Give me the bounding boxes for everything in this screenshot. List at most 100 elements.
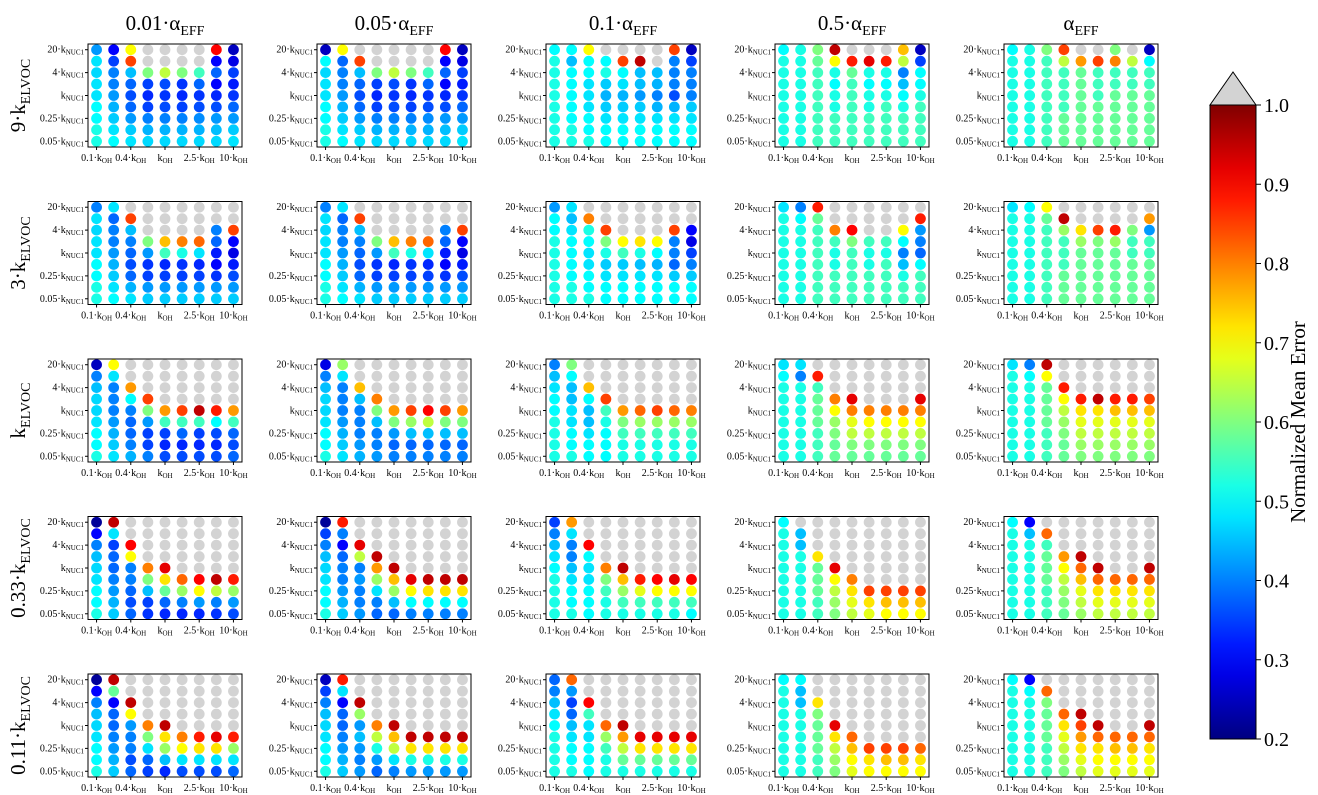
- dot: [337, 281, 349, 293]
- dot: [1041, 516, 1053, 528]
- dot: [142, 270, 154, 282]
- dot: [634, 765, 646, 777]
- dot: [405, 55, 417, 67]
- dot: [125, 585, 137, 597]
- dot: [193, 201, 205, 213]
- dot: [566, 731, 578, 743]
- dot: [829, 281, 841, 293]
- dot: [142, 393, 154, 405]
- dot: [634, 596, 646, 608]
- dot: [897, 370, 909, 382]
- dot: [583, 742, 595, 754]
- dot: [337, 697, 349, 709]
- dot: [566, 124, 578, 136]
- dot: [108, 247, 120, 259]
- y-tick-label: 0.25·kNUC1: [269, 271, 314, 283]
- dot: [354, 562, 366, 574]
- dot: [388, 405, 400, 416]
- dot: [320, 90, 331, 101]
- dot: [1041, 427, 1053, 439]
- dot: [176, 359, 188, 371]
- dot: [668, 539, 680, 551]
- dot: [371, 608, 383, 620]
- dot: [125, 370, 137, 382]
- dot: [320, 596, 331, 608]
- x-tick-label: kOH: [1073, 468, 1088, 480]
- x-tick-label: 2.5·kOH: [642, 311, 673, 323]
- y-tick-label: 20·kNUC1: [963, 45, 1000, 57]
- dot: [1126, 224, 1138, 236]
- x-tick-label: 10·kOH: [677, 626, 705, 638]
- dot: [863, 608, 875, 620]
- dot: [897, 405, 909, 416]
- dot: [210, 281, 222, 293]
- dot: [439, 697, 451, 709]
- dot: [1024, 685, 1036, 697]
- dot: [354, 405, 366, 416]
- dot: [176, 236, 188, 247]
- row-label: 0.33·kELVOC: [6, 518, 34, 618]
- dot: [1144, 685, 1155, 697]
- y-tick-label: 4·kNUC1: [281, 68, 313, 80]
- dot: [1058, 281, 1070, 293]
- dot: [228, 67, 239, 79]
- dot: [91, 270, 102, 282]
- x-tick-label: kOH: [386, 468, 401, 480]
- dot: [210, 67, 222, 79]
- dot: [193, 382, 205, 394]
- dot: [549, 359, 560, 371]
- dot: [668, 720, 680, 731]
- dot: [897, 259, 909, 270]
- x-tick-label: 2.5·kOH: [642, 626, 673, 638]
- x-tick-label: 0.1·kOH: [997, 626, 1028, 638]
- dot: [846, 439, 858, 451]
- dot: [778, 528, 789, 540]
- dot: [880, 112, 892, 124]
- dot: [439, 674, 451, 686]
- dot: [1075, 382, 1087, 394]
- dot: [210, 112, 222, 124]
- dot: [388, 427, 400, 439]
- dot: [668, 247, 680, 259]
- dot: [371, 55, 383, 67]
- dot: [846, 201, 858, 213]
- dot: [1024, 293, 1036, 305]
- dot: [193, 697, 205, 709]
- dot: [863, 516, 875, 528]
- dot: [388, 754, 400, 766]
- dot: [1007, 247, 1018, 259]
- dot: [812, 754, 824, 766]
- dot: [651, 224, 663, 236]
- dot: [1109, 112, 1121, 124]
- dot: [1007, 124, 1018, 136]
- dot: [320, 551, 331, 562]
- dot: [863, 44, 875, 56]
- y-tick-label: kNUC1: [519, 406, 543, 418]
- dot: [651, 539, 663, 551]
- dot: [108, 405, 120, 416]
- dot: [583, 585, 595, 597]
- dot: [320, 539, 331, 551]
- dot: [863, 405, 875, 416]
- dot: [863, 439, 875, 451]
- dot: [337, 427, 349, 439]
- dot: [1007, 270, 1018, 282]
- dot: [566, 370, 578, 382]
- dot: [371, 370, 383, 382]
- dot: [1041, 528, 1053, 540]
- dot: [1144, 135, 1155, 147]
- dot: [457, 112, 468, 124]
- dot: [108, 55, 120, 67]
- dot: [1092, 90, 1104, 101]
- dot: [915, 516, 926, 528]
- dot: [668, 427, 680, 439]
- dot: [1144, 450, 1155, 462]
- dot: [91, 516, 102, 528]
- dot: [549, 281, 560, 293]
- dot: [91, 393, 102, 405]
- dot: [422, 281, 434, 293]
- dot: [778, 742, 789, 754]
- x-tick-label: 10·kOH: [1135, 783, 1163, 795]
- x-tick-label: 2.5·kOH: [871, 153, 902, 165]
- dot: [422, 201, 434, 213]
